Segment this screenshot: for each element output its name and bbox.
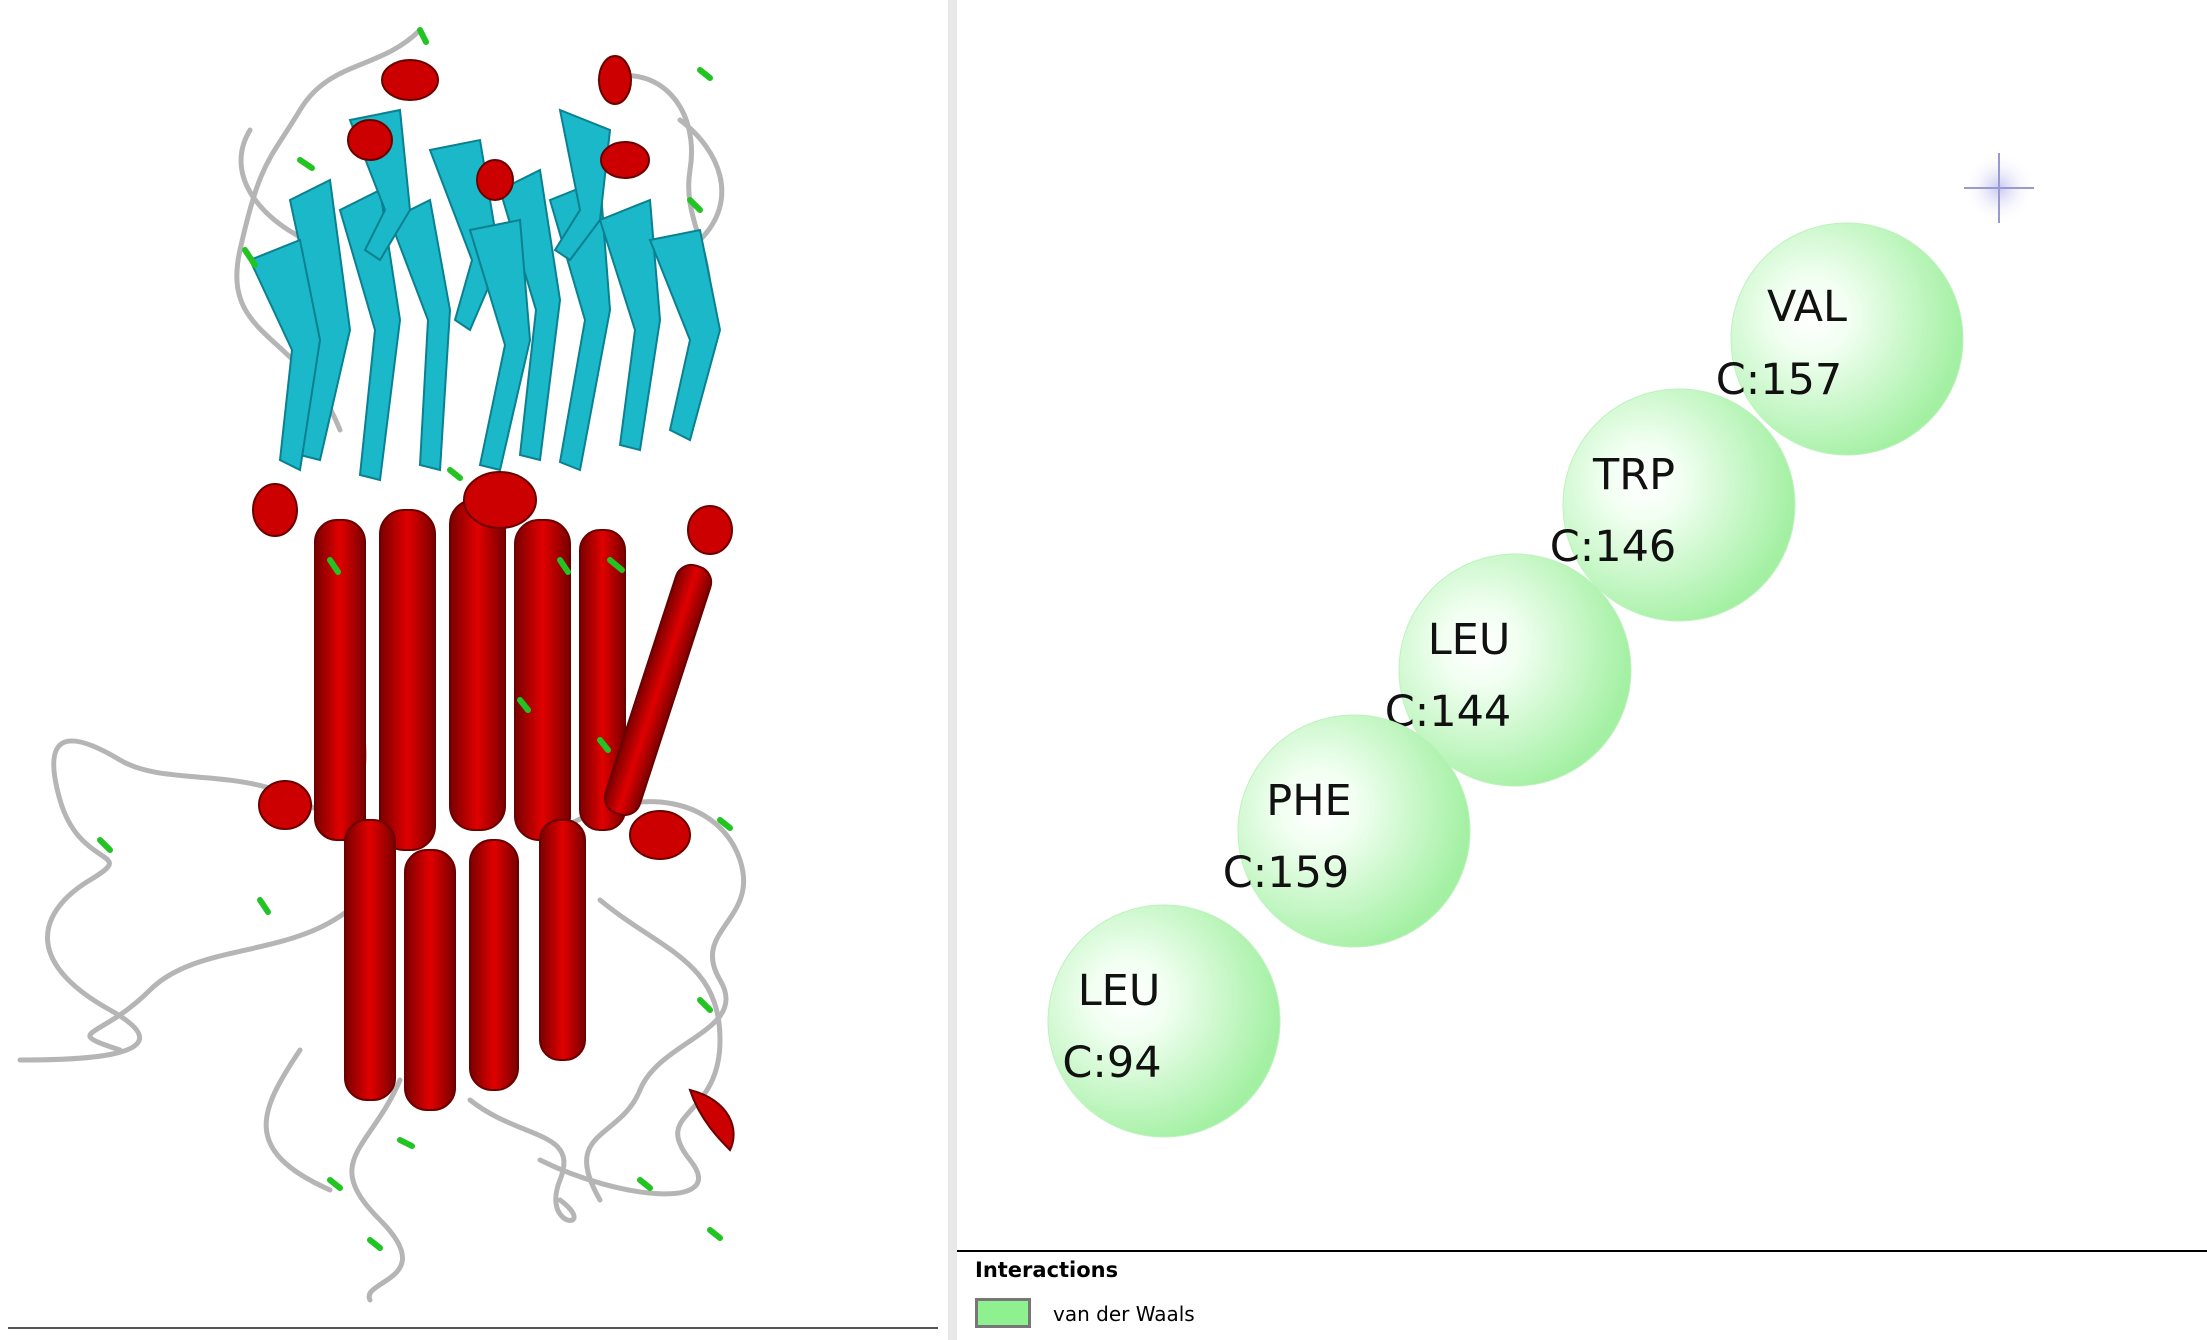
residue-id: C:157 [1716, 355, 1843, 405]
residue-name: LEU [1428, 615, 1511, 665]
residue-disc-circle [1730, 222, 1964, 456]
residue-name: TRP [1592, 450, 1675, 500]
residue-disc[interactable]: PHE C:159 [1223, 714, 1471, 948]
ligand-marker[interactable] [1963, 152, 2035, 224]
residue-id: C:159 [1223, 848, 1350, 898]
legend-swatch-van-der-waals [975, 1298, 1031, 1328]
turns [97, 27, 733, 1251]
protein-ribbon-render [17, 27, 747, 1303]
residue-id: C:94 [1062, 1038, 1161, 1088]
protein-3d-view[interactable] [0, 0, 948, 1340]
residue-name: PHE [1266, 776, 1351, 826]
residue-name: VAL [1767, 282, 1847, 332]
interactions-legend: Interactions van der Waals [957, 1250, 2207, 1340]
residue-disc-circle [1237, 714, 1471, 948]
residue-name: LEU [1078, 966, 1161, 1016]
residue-disc[interactable]: TRP C:146 [1550, 388, 1796, 622]
alpha-helices [252, 55, 735, 1152]
residue-disc[interactable]: LEU C:94 [1047, 904, 1281, 1138]
residue-disc-circle [1398, 553, 1632, 787]
residue-disc-circle [1047, 904, 1281, 1138]
interaction-2d-diagram[interactable]: VAL C:157 TRP C:146 LEU C:144 PHE C:159 … [957, 0, 2207, 1340]
residue-disc[interactable]: VAL C:157 [1716, 222, 1964, 456]
residue-diagram-canvas: VAL C:157 TRP C:146 LEU C:144 PHE C:159 … [1047, 152, 2035, 1138]
legend-label-van-der-waals: van der Waals [1053, 1302, 1195, 1326]
residue-disc-circle [1562, 388, 1796, 622]
left-pane-bottom-rule [8, 1327, 938, 1329]
residue-disc[interactable]: LEU C:144 [1385, 553, 1632, 787]
residue-id: C:146 [1550, 522, 1677, 572]
pane-splitter[interactable] [948, 0, 957, 1340]
legend-title: Interactions [975, 1258, 1119, 1282]
beta-sheets [248, 108, 722, 482]
